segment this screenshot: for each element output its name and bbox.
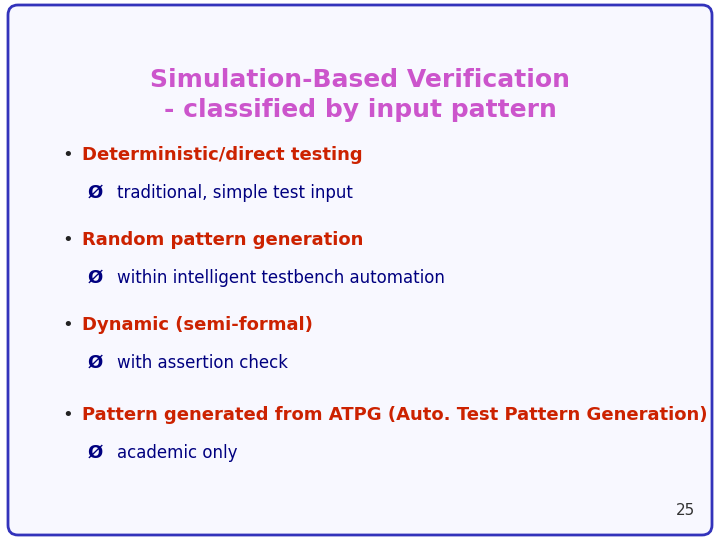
FancyBboxPatch shape [8, 5, 712, 535]
Text: 25: 25 [676, 503, 695, 518]
Text: academic only: academic only [117, 444, 238, 462]
Text: •: • [63, 406, 73, 424]
Text: Ø: Ø [87, 184, 103, 202]
Text: •: • [63, 231, 73, 249]
Text: with assertion check: with assertion check [117, 354, 288, 372]
Text: Ø: Ø [87, 444, 103, 462]
Text: - classified by input pattern: - classified by input pattern [163, 98, 557, 122]
Text: within intelligent testbench automation: within intelligent testbench automation [117, 269, 445, 287]
Text: •: • [63, 146, 73, 164]
Text: traditional, simple test input: traditional, simple test input [117, 184, 353, 202]
Text: •: • [63, 316, 73, 334]
Text: Ø: Ø [87, 269, 103, 287]
Text: Deterministic/direct testing: Deterministic/direct testing [82, 146, 363, 164]
Text: Ø: Ø [87, 354, 103, 372]
Text: Random pattern generation: Random pattern generation [82, 231, 364, 249]
Text: Simulation-Based Verification: Simulation-Based Verification [150, 68, 570, 92]
Text: Pattern generated from ATPG (Auto. Test Pattern Generation): Pattern generated from ATPG (Auto. Test … [82, 406, 708, 424]
Text: Dynamic (semi-formal): Dynamic (semi-formal) [82, 316, 313, 334]
